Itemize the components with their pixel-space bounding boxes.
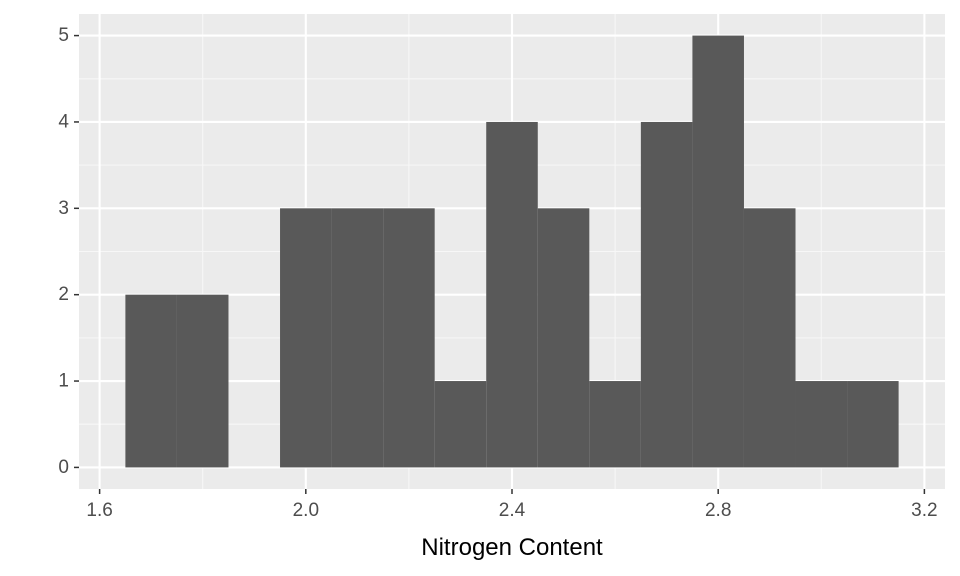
y-tick-label: 3 <box>58 198 69 219</box>
x-axis-title: Nitrogen Content <box>421 534 603 561</box>
histogram-bar <box>434 381 487 468</box>
y-tick-label: 1 <box>58 371 69 392</box>
y-tick-label: 2 <box>58 284 69 305</box>
histogram-bar <box>331 208 384 468</box>
y-tick-label: 4 <box>58 111 69 132</box>
y-tick-label: 0 <box>58 457 69 478</box>
x-axis: 1.6 2.0 2.4 2.8 3.2 <box>86 489 938 521</box>
y-axis: 0 1 2 3 4 5 <box>58 25 79 478</box>
histogram-bar <box>589 381 641 468</box>
histogram-bar <box>640 121 693 468</box>
histogram-bar <box>486 121 538 468</box>
histogram-bar <box>383 208 435 468</box>
histogram-bar <box>743 208 796 468</box>
x-tick-label: 1.6 <box>86 500 112 521</box>
x-tick-label: 3.2 <box>911 500 937 521</box>
histogram-bar <box>847 381 899 468</box>
histogram-bar <box>692 35 744 468</box>
histogram-bar <box>795 381 848 468</box>
histogram-bar <box>537 208 590 468</box>
x-tick-label: 2.0 <box>293 500 319 521</box>
histogram-bar <box>280 208 332 468</box>
x-tick-label: 2.4 <box>499 500 526 521</box>
bars <box>125 35 899 468</box>
histogram-bar <box>176 294 229 468</box>
y-tick-label: 5 <box>58 25 69 46</box>
x-tick-label: 2.8 <box>705 500 731 521</box>
histogram-bar <box>125 294 177 468</box>
